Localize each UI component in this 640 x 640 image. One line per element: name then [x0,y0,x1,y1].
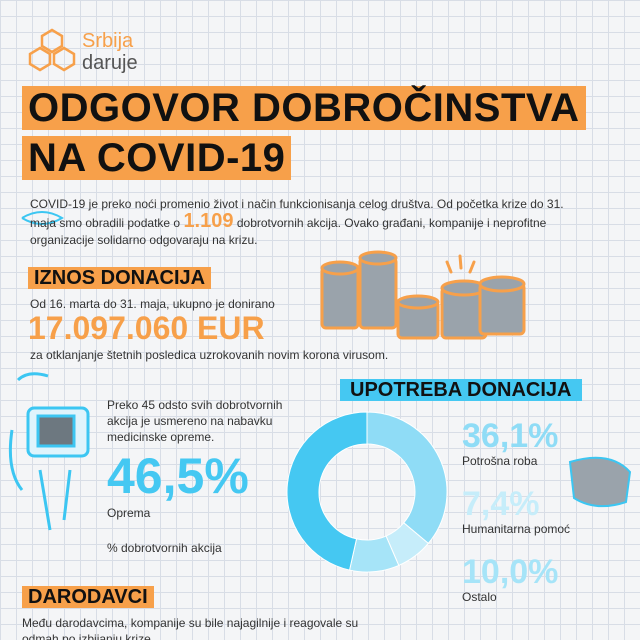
donut-chart [286,411,448,573]
legend: 36,1% Potrošna roba 7,4% Humanitarna pomoć 1… [462,418,570,622]
donation-period: Od 16. marta do 31. maja, ukupno je doni… [30,297,275,311]
intro: COVID-19 je preko noći promenio život i … [30,196,590,249]
legend-item: 10,0% Ostalo [462,554,570,622]
legend-item: 7,4% Humanitarna pomoć [462,486,570,554]
medical-device [8,372,90,531]
section-heading: IZNOS DONACIJA [28,267,212,289]
logo-icon [28,28,76,72]
donut-segment [366,411,448,545]
main-label: Oprema [107,506,151,520]
legend-value: 36,1% [462,417,559,455]
title: ODGOVOR DOBROČINSTVA [22,86,586,130]
legend-label: Humanitarna pomoć [462,522,571,536]
logo-line: daruje [82,52,138,74]
logo-text: Srbija daruje [82,30,138,74]
usage-note: Preko 45 odsto svih dobrotvornih akcija … [107,398,283,444]
donation-amount: 17.097.060 EUR [28,310,265,346]
legend-value: 10,0% [462,553,559,591]
section-heading: DARODAVCI [22,586,154,608]
legend-value: 7,4% [462,485,540,523]
intro-text: COVID-19 je preko noći promenio život i … [30,197,564,230]
section-heading: UPOTREBA DONACIJA [340,379,582,401]
donut-segment [286,411,368,571]
legend-label: Potrošna roba [462,454,538,468]
donation-purpose: za otklanjanje štetnih posledica uzrokov… [30,348,389,362]
intro-highlight: 1.109 [183,210,234,232]
main-item: 46,5% Oprema [107,450,249,520]
legend-label: Ostalo [462,590,497,604]
donors-text: odmah po izbijanju krize. [22,632,155,640]
unit-label: % dobrotvornih akcija [107,541,222,555]
scribble [21,211,64,225]
title: NA COVID-19 [22,136,292,180]
main-value: 46,5% [107,448,249,504]
coins [320,250,526,340]
donors-text: Među darodavcima, kompanije su bile naja… [22,616,359,630]
logo-line: Srbija [82,30,134,52]
intro-text: dobrotvornih akcija. Ovako građani, komp… [30,216,547,247]
mask [568,456,632,508]
legend-item: 36,1% Potrošna roba [462,418,570,486]
